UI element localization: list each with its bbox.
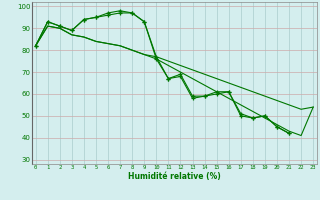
X-axis label: Humidité relative (%): Humidité relative (%)	[128, 172, 221, 181]
